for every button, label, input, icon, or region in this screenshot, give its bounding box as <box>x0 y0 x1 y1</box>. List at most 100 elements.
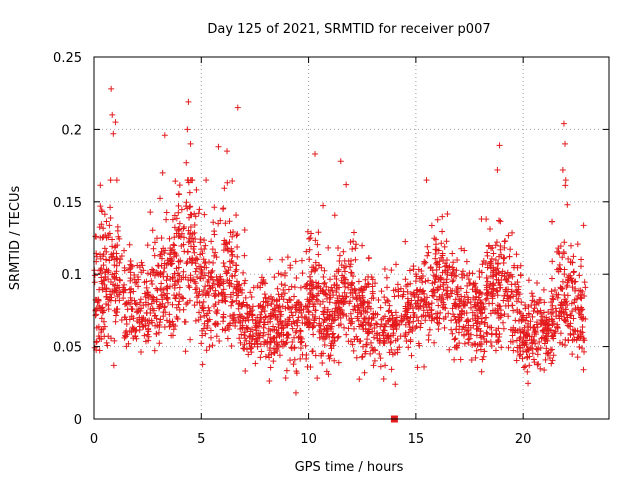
data-point <box>204 288 211 295</box>
data-point <box>542 335 549 342</box>
data-point <box>434 296 441 303</box>
data-point <box>186 204 193 211</box>
data-point <box>286 296 293 303</box>
data-point <box>398 318 405 325</box>
data-point <box>240 299 247 306</box>
data-point <box>241 252 248 259</box>
data-point <box>195 210 202 217</box>
data-point <box>318 352 325 359</box>
data-point <box>362 276 369 283</box>
data-point <box>341 324 348 331</box>
data-point <box>184 248 191 255</box>
data-point <box>166 235 173 242</box>
data-point <box>360 326 367 333</box>
data-point <box>201 246 208 253</box>
data-point <box>381 266 388 273</box>
data-point <box>359 322 366 329</box>
data-point <box>404 288 411 295</box>
data-point <box>516 352 523 359</box>
data-point <box>469 309 476 316</box>
data-point <box>252 360 259 367</box>
data-point <box>176 220 183 227</box>
data-point <box>509 332 516 339</box>
data-point <box>309 324 316 331</box>
data-point <box>461 331 468 338</box>
data-point <box>203 177 210 184</box>
data-point <box>461 293 468 300</box>
data-point <box>517 351 524 358</box>
data-point <box>266 354 273 361</box>
data-point <box>557 330 564 337</box>
data-point <box>274 285 281 292</box>
data-point <box>128 297 135 304</box>
data-point <box>292 389 299 396</box>
data-point <box>121 334 128 341</box>
data-point <box>431 289 438 296</box>
data-point <box>341 268 348 275</box>
data-point <box>205 270 212 277</box>
data-point <box>449 278 456 285</box>
data-point <box>420 307 427 314</box>
data-point <box>523 330 530 337</box>
data-point <box>193 290 200 297</box>
data-point <box>287 357 294 364</box>
data-point <box>187 224 194 231</box>
data-point <box>577 263 584 270</box>
y-tick-label: 0.25 <box>53 51 82 66</box>
data-point <box>554 294 561 301</box>
data-point <box>511 329 518 336</box>
data-point <box>211 290 218 297</box>
data-point <box>282 374 289 381</box>
data-point <box>150 267 157 274</box>
data-point <box>514 348 521 355</box>
data-point <box>509 288 516 295</box>
data-point <box>489 244 496 251</box>
data-point <box>91 344 98 351</box>
data-point <box>145 333 152 340</box>
data-point <box>103 301 110 308</box>
data-point <box>127 294 134 301</box>
data-point <box>278 331 285 338</box>
data-point <box>482 296 489 303</box>
data-point <box>116 297 123 304</box>
data-point <box>192 280 199 287</box>
data-point <box>430 272 437 279</box>
data-point <box>166 311 173 318</box>
data-point <box>132 300 139 307</box>
data-point <box>467 324 474 331</box>
data-point <box>574 241 581 248</box>
data-point <box>144 289 151 296</box>
data-point <box>268 293 275 300</box>
data-point <box>244 302 251 309</box>
y-axis-label: SRMTID / TECUs <box>8 186 23 291</box>
data-point <box>291 293 298 300</box>
data-point <box>529 297 536 304</box>
data-point <box>269 306 276 313</box>
data-point <box>574 304 581 311</box>
data-point <box>319 298 326 305</box>
data-point <box>560 120 567 127</box>
data-point <box>365 326 372 333</box>
data-point <box>357 338 364 345</box>
data-point <box>320 336 327 343</box>
data-point <box>368 315 375 322</box>
data-point <box>321 326 328 333</box>
data-point <box>293 301 300 308</box>
data-point <box>130 288 137 295</box>
data-point <box>451 302 458 309</box>
data-point <box>531 305 538 312</box>
data-point <box>334 306 341 313</box>
data-point <box>417 324 424 331</box>
data-point <box>310 301 317 308</box>
data-point <box>341 289 348 296</box>
data-point <box>330 330 337 337</box>
data-point <box>201 272 208 279</box>
data-point <box>463 258 470 265</box>
data-point <box>464 282 471 289</box>
data-point <box>455 329 462 336</box>
data-point <box>327 276 334 283</box>
data-point <box>175 301 182 308</box>
data-point <box>145 337 152 344</box>
data-point <box>515 283 522 290</box>
